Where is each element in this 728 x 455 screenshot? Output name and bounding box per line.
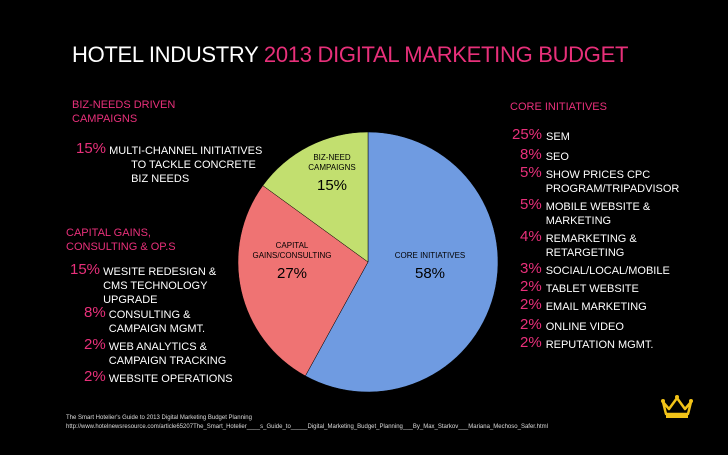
- core-item-pct: 3%: [520, 260, 542, 277]
- core-item-pct: 25%: [512, 126, 543, 143]
- core-item: 8% SEO: [520, 146, 676, 164]
- core-item-label: EMAIL MARKETING: [545, 301, 647, 313]
- crown-icon: [661, 395, 693, 418]
- slice-label: BIZ-NEED CAMPAIGNS: [308, 153, 355, 172]
- core-item-pct: 2%: [520, 278, 542, 295]
- pie-slice: [262, 131, 369, 263]
- capital-item: 15% WESITE REDESIGN & CMS TECHNOLOGY UPG…: [70, 261, 223, 307]
- slice-value: 58%: [415, 265, 445, 282]
- core-header: CORE INITIATIVES: [510, 101, 607, 113]
- core-item-label: REMARKETING & RETARGETING: [545, 233, 637, 259]
- core-item: 5% SHOW PRICES CPC PROGRAM/TRIPADVISOR: [520, 164, 680, 196]
- title-accent: 2013 DIGITAL MARKETING BUDGET: [263, 42, 629, 67]
- biz-item: 15% MULTI-CHANNEL INITIATIVES TO TACKLE …: [76, 140, 271, 186]
- capital-item-label: WESITE REDESIGN & CMS TECHNOLOGY UPGRADE: [103, 266, 217, 306]
- core-item: 25% SEM: [512, 126, 676, 144]
- capital-item-pct: 2%: [84, 336, 106, 353]
- capital-item: 2% WEB ANALYTICS & CAMPAIGN TRACKING: [84, 336, 234, 368]
- core-item: 2% TABLET WEBSITE: [520, 278, 676, 296]
- core-item-label: SHOW PRICES CPC PROGRAM/TRIPADVISOR: [545, 169, 680, 195]
- capital-item: 8% CONSULTING & CAMPAIGN MGMT.: [84, 304, 229, 336]
- capital-item-pct: 15%: [70, 261, 101, 278]
- core-item-label: SEO: [545, 151, 569, 163]
- core-item-pct: 2%: [520, 334, 542, 351]
- title-main: HOTEL INDUSTRY: [72, 42, 259, 67]
- core-item-pct: 8%: [520, 146, 542, 163]
- core-item-label: REPUTATION MGMT.: [545, 339, 654, 351]
- core-item: 2% REPUTATION MGMT.: [520, 334, 676, 352]
- core-item: 4% REMARKETING & RETARGETING: [520, 228, 676, 260]
- slice-label: CORE INITIATIVES: [395, 251, 466, 260]
- core-item-pct: 2%: [520, 296, 542, 313]
- capital-item-label: WEBSITE OPERATIONS: [108, 373, 233, 385]
- biz-item-label: MULTI-CHANNEL INITIATIVES TO TACKLE CONC…: [109, 145, 263, 185]
- capital-item-pct: 2%: [84, 368, 106, 385]
- biz-item-pct: 15%: [76, 140, 107, 157]
- core-item-label: TABLET WEBSITE: [545, 283, 639, 295]
- core-item-pct: 5%: [520, 196, 542, 213]
- capital-item-label: CONSULTING & CAMPAIGN MGMT.: [108, 309, 206, 335]
- pie-slice: [237, 185, 369, 377]
- core-item-pct: 5%: [520, 164, 542, 181]
- biz-header: BIZ-NEEDS DRIVEN CAMPAIGNS: [72, 99, 176, 125]
- slice-label: CAPITAL GAINS/CONSULTING: [253, 241, 332, 260]
- capital-item-pct: 8%: [84, 304, 106, 321]
- core-item-label: SOCIAL/LOCAL/MOBILE: [545, 265, 670, 277]
- chart-title: HOTEL INDUSTRY 2013 DIGITAL MARKETING BU…: [72, 42, 628, 68]
- source-text: The Smart Hotelier's Guide to 2013 Digit…: [66, 415, 252, 421]
- core-item: 2% ONLINE VIDEO: [520, 316, 676, 334]
- core-item-label: SEM: [546, 131, 570, 143]
- capital-item-label: WEB ANALYTICS & CAMPAIGN TRACKING: [108, 341, 227, 367]
- core-item-pct: 2%: [520, 316, 542, 333]
- capital-header: CAPITAL GAINS, CONSULTING & OP.S: [66, 227, 176, 253]
- core-item: 3% SOCIAL/LOCAL/MOBILE: [520, 260, 676, 278]
- capital-item: 2% WEBSITE OPERATIONS: [84, 368, 233, 386]
- core-item-label: MOBILE WEBSITE & MARKETING: [545, 201, 651, 227]
- core-item-pct: 4%: [520, 228, 542, 245]
- source-url: http://www.hotelnewsresource.com/article…: [66, 424, 548, 430]
- pie-slice: [305, 131, 499, 393]
- slice-value: 15%: [317, 177, 347, 194]
- slice-value: 27%: [277, 265, 307, 282]
- core-item-label: ONLINE VIDEO: [545, 321, 624, 333]
- core-item: 2% EMAIL MARKETING: [520, 296, 676, 314]
- core-item: 5% MOBILE WEBSITE & MARKETING: [520, 196, 676, 228]
